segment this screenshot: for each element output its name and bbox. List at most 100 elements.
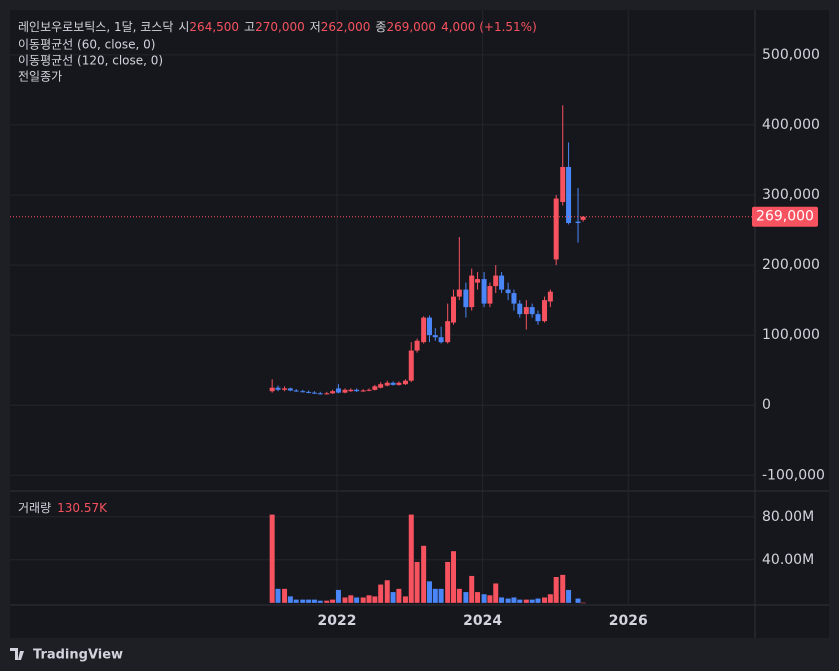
candle-body bbox=[300, 391, 306, 393]
candle-body bbox=[408, 350, 414, 381]
candle-body bbox=[324, 393, 330, 395]
volume-bar bbox=[396, 588, 402, 603]
volume-bar bbox=[300, 599, 306, 603]
candle-body bbox=[523, 307, 529, 315]
candle-body bbox=[282, 388, 288, 390]
candle-body bbox=[553, 198, 559, 260]
candle-body bbox=[463, 289, 469, 308]
candle-body bbox=[426, 317, 432, 336]
y-tick-label: 0 bbox=[762, 397, 771, 413]
volume-bar bbox=[414, 561, 420, 603]
volume-bar bbox=[330, 599, 336, 603]
x-tick-label: 2024 bbox=[463, 613, 502, 629]
volume-bar bbox=[535, 598, 541, 603]
indicator-label: 전일종가 bbox=[18, 70, 62, 84]
candle-body bbox=[402, 380, 408, 385]
volume-bar bbox=[311, 599, 317, 603]
volume-bar bbox=[560, 574, 566, 603]
candle-body bbox=[469, 275, 475, 308]
volume-bar bbox=[463, 592, 469, 603]
volume-bar bbox=[402, 596, 408, 603]
candle-body bbox=[360, 390, 366, 392]
candle-body bbox=[499, 275, 505, 290]
legend-item: 저 bbox=[310, 20, 321, 34]
volume-value: 130.57K bbox=[57, 501, 108, 515]
candle-body bbox=[529, 307, 535, 315]
volume-bar bbox=[306, 599, 312, 603]
candle-body bbox=[378, 384, 384, 388]
volume-bar bbox=[348, 595, 354, 603]
indicator-label: 이동평균선 (60, close, 0) bbox=[18, 38, 155, 52]
candle-body bbox=[354, 389, 360, 392]
logo-text[interactable]: TradingView bbox=[33, 648, 123, 663]
volume-bar bbox=[487, 595, 493, 603]
volume-bar bbox=[335, 589, 341, 603]
volume-bar bbox=[408, 514, 414, 603]
legend-item: 종 bbox=[375, 20, 386, 34]
volume-bar bbox=[287, 596, 293, 603]
volume-bar bbox=[445, 561, 451, 603]
x-tick-label: 2022 bbox=[317, 613, 356, 629]
legend-item: 264,500 bbox=[189, 20, 239, 34]
volume-bar bbox=[493, 583, 499, 603]
candle-body bbox=[414, 340, 420, 351]
volume-bar bbox=[372, 596, 378, 603]
x-tick-label: 2026 bbox=[609, 613, 648, 629]
candle-body bbox=[475, 279, 481, 283]
candle-body bbox=[421, 317, 427, 343]
candle-body bbox=[438, 337, 444, 343]
volume-bar bbox=[390, 592, 396, 603]
legend-item: 레인보우로보틱스, 1달, 코스닥 bbox=[18, 20, 173, 34]
legend-item: 4,000 (+1.51%) bbox=[441, 20, 537, 34]
volume-bar bbox=[505, 598, 511, 603]
volume-bar bbox=[580, 602, 586, 604]
volume-bar bbox=[481, 594, 487, 603]
volume-bar bbox=[451, 551, 457, 603]
candle-body bbox=[517, 303, 523, 315]
candle-body bbox=[269, 387, 275, 392]
candle-body bbox=[317, 393, 323, 395]
volume-legend: 거래량 130.57K bbox=[18, 501, 108, 515]
candle-body bbox=[566, 166, 572, 224]
y-tick-label: 500,000 bbox=[762, 47, 820, 63]
candle-body bbox=[275, 387, 281, 390]
last-price-label: 269,000 bbox=[756, 209, 814, 225]
candle-body bbox=[306, 391, 312, 393]
grid bbox=[10, 10, 755, 605]
candle-body bbox=[445, 321, 451, 343]
legend-item: 262,000 bbox=[321, 20, 371, 34]
candle-body bbox=[348, 389, 354, 392]
y-tick-label: 40.00M bbox=[762, 552, 814, 568]
volume-bar bbox=[469, 575, 475, 603]
candle-body bbox=[396, 382, 402, 385]
candle-body bbox=[456, 289, 462, 297]
candle-body bbox=[487, 286, 493, 304]
volume-bar bbox=[378, 584, 384, 603]
candle-body bbox=[372, 386, 378, 390]
legend-item: 고 bbox=[244, 20, 255, 34]
volume-bar bbox=[475, 592, 481, 603]
candle-body bbox=[451, 296, 457, 323]
volume-bar bbox=[499, 597, 505, 603]
candle-body bbox=[547, 291, 553, 302]
y-tick-label: 400,000 bbox=[762, 117, 820, 133]
candle-body bbox=[330, 391, 336, 394]
candle-body bbox=[560, 166, 566, 202]
volume-bar bbox=[547, 594, 553, 603]
marks bbox=[10, 105, 755, 604]
candle-body bbox=[542, 300, 548, 322]
volume-bar bbox=[275, 588, 281, 603]
y-tick-label: 200,000 bbox=[762, 257, 820, 273]
y-tick-label: -100,000 bbox=[762, 467, 825, 483]
candle-body bbox=[311, 392, 317, 394]
labels: 2022 2024 2026 -100,000 0 100,000 200,000 300,0… bbox=[18, 20, 825, 630]
candle-body bbox=[511, 293, 517, 304]
legend-item: 시 bbox=[178, 20, 189, 34]
volume-bar bbox=[421, 545, 427, 603]
volume-bar bbox=[575, 598, 581, 603]
candle-body bbox=[335, 388, 341, 393]
volume-bar bbox=[456, 588, 462, 603]
candle-body bbox=[575, 221, 581, 224]
volume-bar bbox=[342, 597, 348, 603]
